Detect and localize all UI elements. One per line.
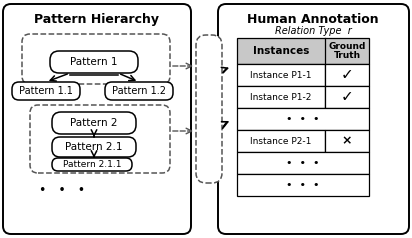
FancyBboxPatch shape	[50, 51, 138, 73]
FancyBboxPatch shape	[52, 137, 136, 157]
FancyBboxPatch shape	[3, 4, 191, 234]
Text: Human Annotation: Human Annotation	[247, 13, 379, 26]
Bar	[237, 86, 325, 108]
Text: ✓: ✓	[341, 89, 353, 104]
Text: Instance P1-2: Instance P1-2	[250, 93, 312, 101]
Text: Pattern 1.2: Pattern 1.2	[112, 86, 166, 96]
Bar	[325, 130, 369, 152]
Bar	[237, 130, 325, 152]
FancyBboxPatch shape	[12, 82, 80, 100]
Text: Pattern 1: Pattern 1	[70, 57, 118, 67]
Text: Get Pattern-matched Instances: Get Pattern-matched Instances	[204, 46, 213, 172]
Bar	[325, 86, 369, 108]
Text: •  •  •: • • •	[286, 180, 320, 190]
FancyBboxPatch shape	[218, 4, 409, 234]
FancyBboxPatch shape	[22, 34, 170, 84]
FancyBboxPatch shape	[196, 35, 222, 183]
Text: ✓: ✓	[341, 68, 353, 83]
Text: Pattern Hierarchy: Pattern Hierarchy	[35, 13, 159, 26]
Text: •  •  •: • • •	[286, 114, 320, 124]
Text: Pattern 2.1: Pattern 2.1	[65, 142, 123, 152]
Text: Pattern 1.1: Pattern 1.1	[19, 86, 73, 96]
Text: Pattern 2: Pattern 2	[70, 118, 118, 128]
FancyBboxPatch shape	[30, 105, 170, 173]
Text: •  •  •: • • •	[286, 158, 320, 168]
Bar	[237, 38, 369, 64]
FancyBboxPatch shape	[105, 82, 173, 100]
Text: •   •   •: • • •	[39, 184, 85, 198]
Bar	[237, 64, 325, 86]
Bar	[237, 174, 369, 196]
Text: Instance P2-1: Instance P2-1	[250, 137, 312, 145]
Text: Relation Type  r: Relation Type r	[275, 26, 351, 36]
Text: ×: ×	[342, 134, 352, 148]
Text: Instances: Instances	[253, 46, 309, 56]
FancyBboxPatch shape	[52, 158, 132, 171]
Text: Pattern 2.1.1: Pattern 2.1.1	[63, 160, 121, 169]
Bar	[325, 64, 369, 86]
Text: Ground
Truth: Ground Truth	[328, 42, 366, 60]
FancyBboxPatch shape	[52, 112, 136, 134]
Bar	[237, 152, 369, 174]
Bar	[237, 108, 369, 130]
Text: Instance P1-1: Instance P1-1	[250, 70, 312, 79]
